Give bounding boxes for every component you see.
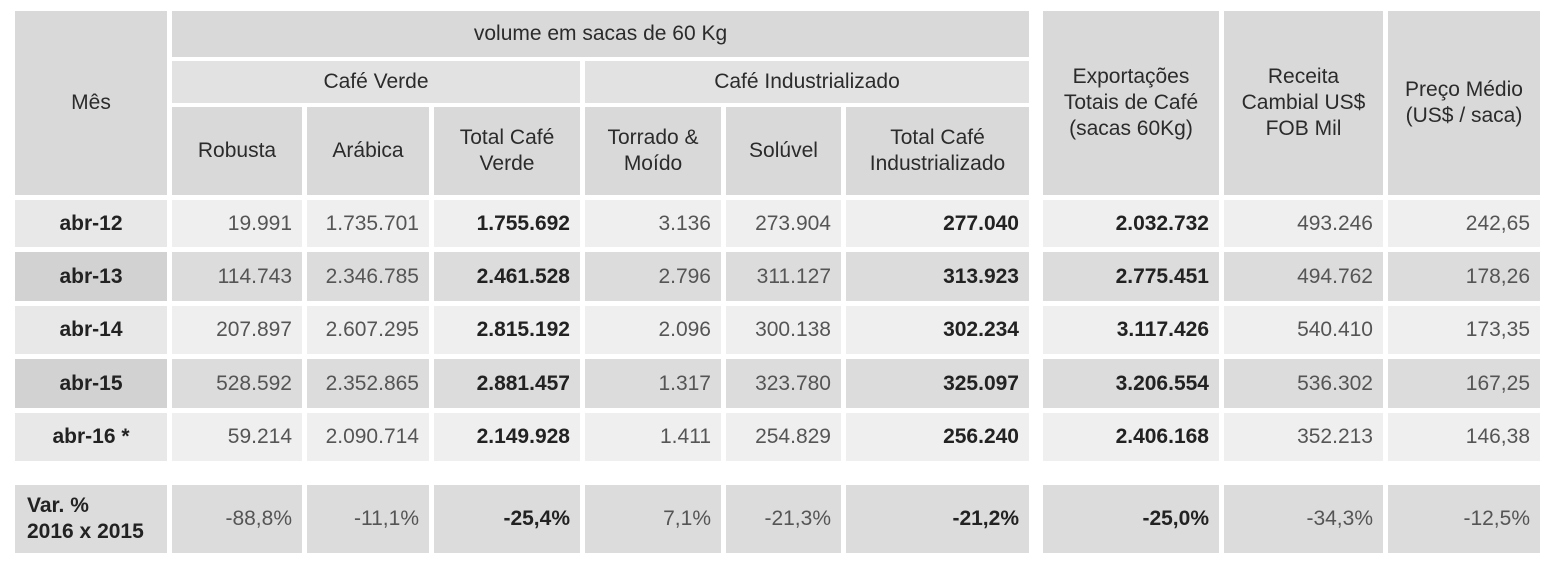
variation-cell-receita: -34,3% — [1224, 485, 1383, 553]
cell-total-ind: 302.234 — [846, 306, 1029, 354]
cell-total-ind: 325.097 — [846, 359, 1029, 408]
cell-arabica: 2.346.785 — [307, 252, 429, 301]
cell-soluvel: 323.780 — [726, 359, 841, 408]
cell-preco: 167,25 — [1388, 359, 1540, 408]
cell-preco: 178,26 — [1388, 252, 1540, 301]
variation-cell-exportacoes: -25,0% — [1043, 485, 1219, 553]
header-exportacoes: Exportações Totais de Café (sacas 60Kg) — [1043, 11, 1219, 195]
cell-robusta: 114.743 — [172, 252, 302, 301]
cell-receita: 493.246 — [1224, 200, 1383, 247]
header-total-cafe-verde: Total Café Verde — [434, 107, 580, 195]
cell-torrado: 2.096 — [585, 306, 721, 354]
header-total-cafe-industrializado: Total Café Industrializado — [846, 107, 1029, 195]
cell-receita: 494.762 — [1224, 252, 1383, 301]
cell-torrado: 3.136 — [585, 200, 721, 247]
header-receita: Receita Cambial US$ FOB Mil — [1224, 11, 1383, 195]
variation-label-line2: 2016 x 2015 — [27, 520, 144, 543]
variation-cell-robusta: -88,8% — [172, 485, 302, 553]
header-cafe-industrializado: Café Industrializado — [585, 61, 1029, 103]
variation-label: Var. % 2016 x 2015 — [15, 485, 167, 553]
cell-total-verde: 2.461.528 — [434, 252, 580, 301]
cell-preco: 173,35 — [1388, 306, 1540, 354]
cell-robusta: 528.592 — [172, 359, 302, 408]
cell-total-ind: 277.040 — [846, 200, 1029, 247]
cell-arabica: 2.090.714 — [307, 413, 429, 461]
cell-total-verde: 2.815.192 — [434, 306, 580, 354]
cell-total-ind: 256.240 — [846, 413, 1029, 461]
header-torrado-moido: Torrado & Moído — [585, 107, 721, 195]
cell-exportacoes: 2.032.732 — [1043, 200, 1219, 247]
variation-cell-arabica: -11,1% — [307, 485, 429, 553]
cell-exportacoes: 2.406.168 — [1043, 413, 1219, 461]
header-volume: volume em sacas de 60 Kg — [172, 11, 1029, 57]
cell-total-verde: 2.149.928 — [434, 413, 580, 461]
row-month-label: abr-12 — [15, 200, 167, 247]
cell-torrado: 1.411 — [585, 413, 721, 461]
variation-cell-total-verde: -25,4% — [434, 485, 580, 553]
cell-arabica: 1.735.701 — [307, 200, 429, 247]
variation-cell-preco: -12,5% — [1388, 485, 1540, 553]
cell-robusta: 207.897 — [172, 306, 302, 354]
row-month-label: abr-14 — [15, 306, 167, 354]
row-month-label: abr-16 * — [15, 413, 167, 461]
cell-preco: 242,65 — [1388, 200, 1540, 247]
row-month-label: abr-15 — [15, 359, 167, 408]
header-robusta: Robusta — [172, 107, 302, 195]
variation-cell-torrado: 7,1% — [585, 485, 721, 553]
variation-label-line1: Var. % — [27, 494, 89, 517]
cell-torrado: 2.796 — [585, 252, 721, 301]
cell-soluvel: 311.127 — [726, 252, 841, 301]
header-preco: Preço Médio (US$ / saca) — [1388, 11, 1540, 195]
cell-arabica: 2.352.865 — [307, 359, 429, 408]
header-mes: Mês — [15, 11, 167, 195]
cell-exportacoes: 2.775.451 — [1043, 252, 1219, 301]
cell-total-verde: 2.881.457 — [434, 359, 580, 408]
cell-robusta: 19.991 — [172, 200, 302, 247]
cell-receita: 536.302 — [1224, 359, 1383, 408]
cell-exportacoes: 3.206.554 — [1043, 359, 1219, 408]
cell-soluvel: 273.904 — [726, 200, 841, 247]
cell-soluvel: 300.138 — [726, 306, 841, 354]
header-arabica: Arábica — [307, 107, 429, 195]
cell-total-verde: 1.755.692 — [434, 200, 580, 247]
header-cafe-verde: Café Verde — [172, 61, 580, 103]
cell-receita: 352.213 — [1224, 413, 1383, 461]
header-soluvel: Solúvel — [726, 107, 841, 195]
cell-arabica: 2.607.295 — [307, 306, 429, 354]
cell-total-ind: 313.923 — [846, 252, 1029, 301]
cell-torrado: 1.317 — [585, 359, 721, 408]
cell-exportacoes: 3.117.426 — [1043, 306, 1219, 354]
cell-preco: 146,38 — [1388, 413, 1540, 461]
cell-soluvel: 254.829 — [726, 413, 841, 461]
variation-cell-total-ind: -21,2% — [846, 485, 1029, 553]
variation-cell-soluvel: -21,3% — [726, 485, 841, 553]
row-month-label: abr-13 — [15, 252, 167, 301]
cell-receita: 540.410 — [1224, 306, 1383, 354]
cell-robusta: 59.214 — [172, 413, 302, 461]
